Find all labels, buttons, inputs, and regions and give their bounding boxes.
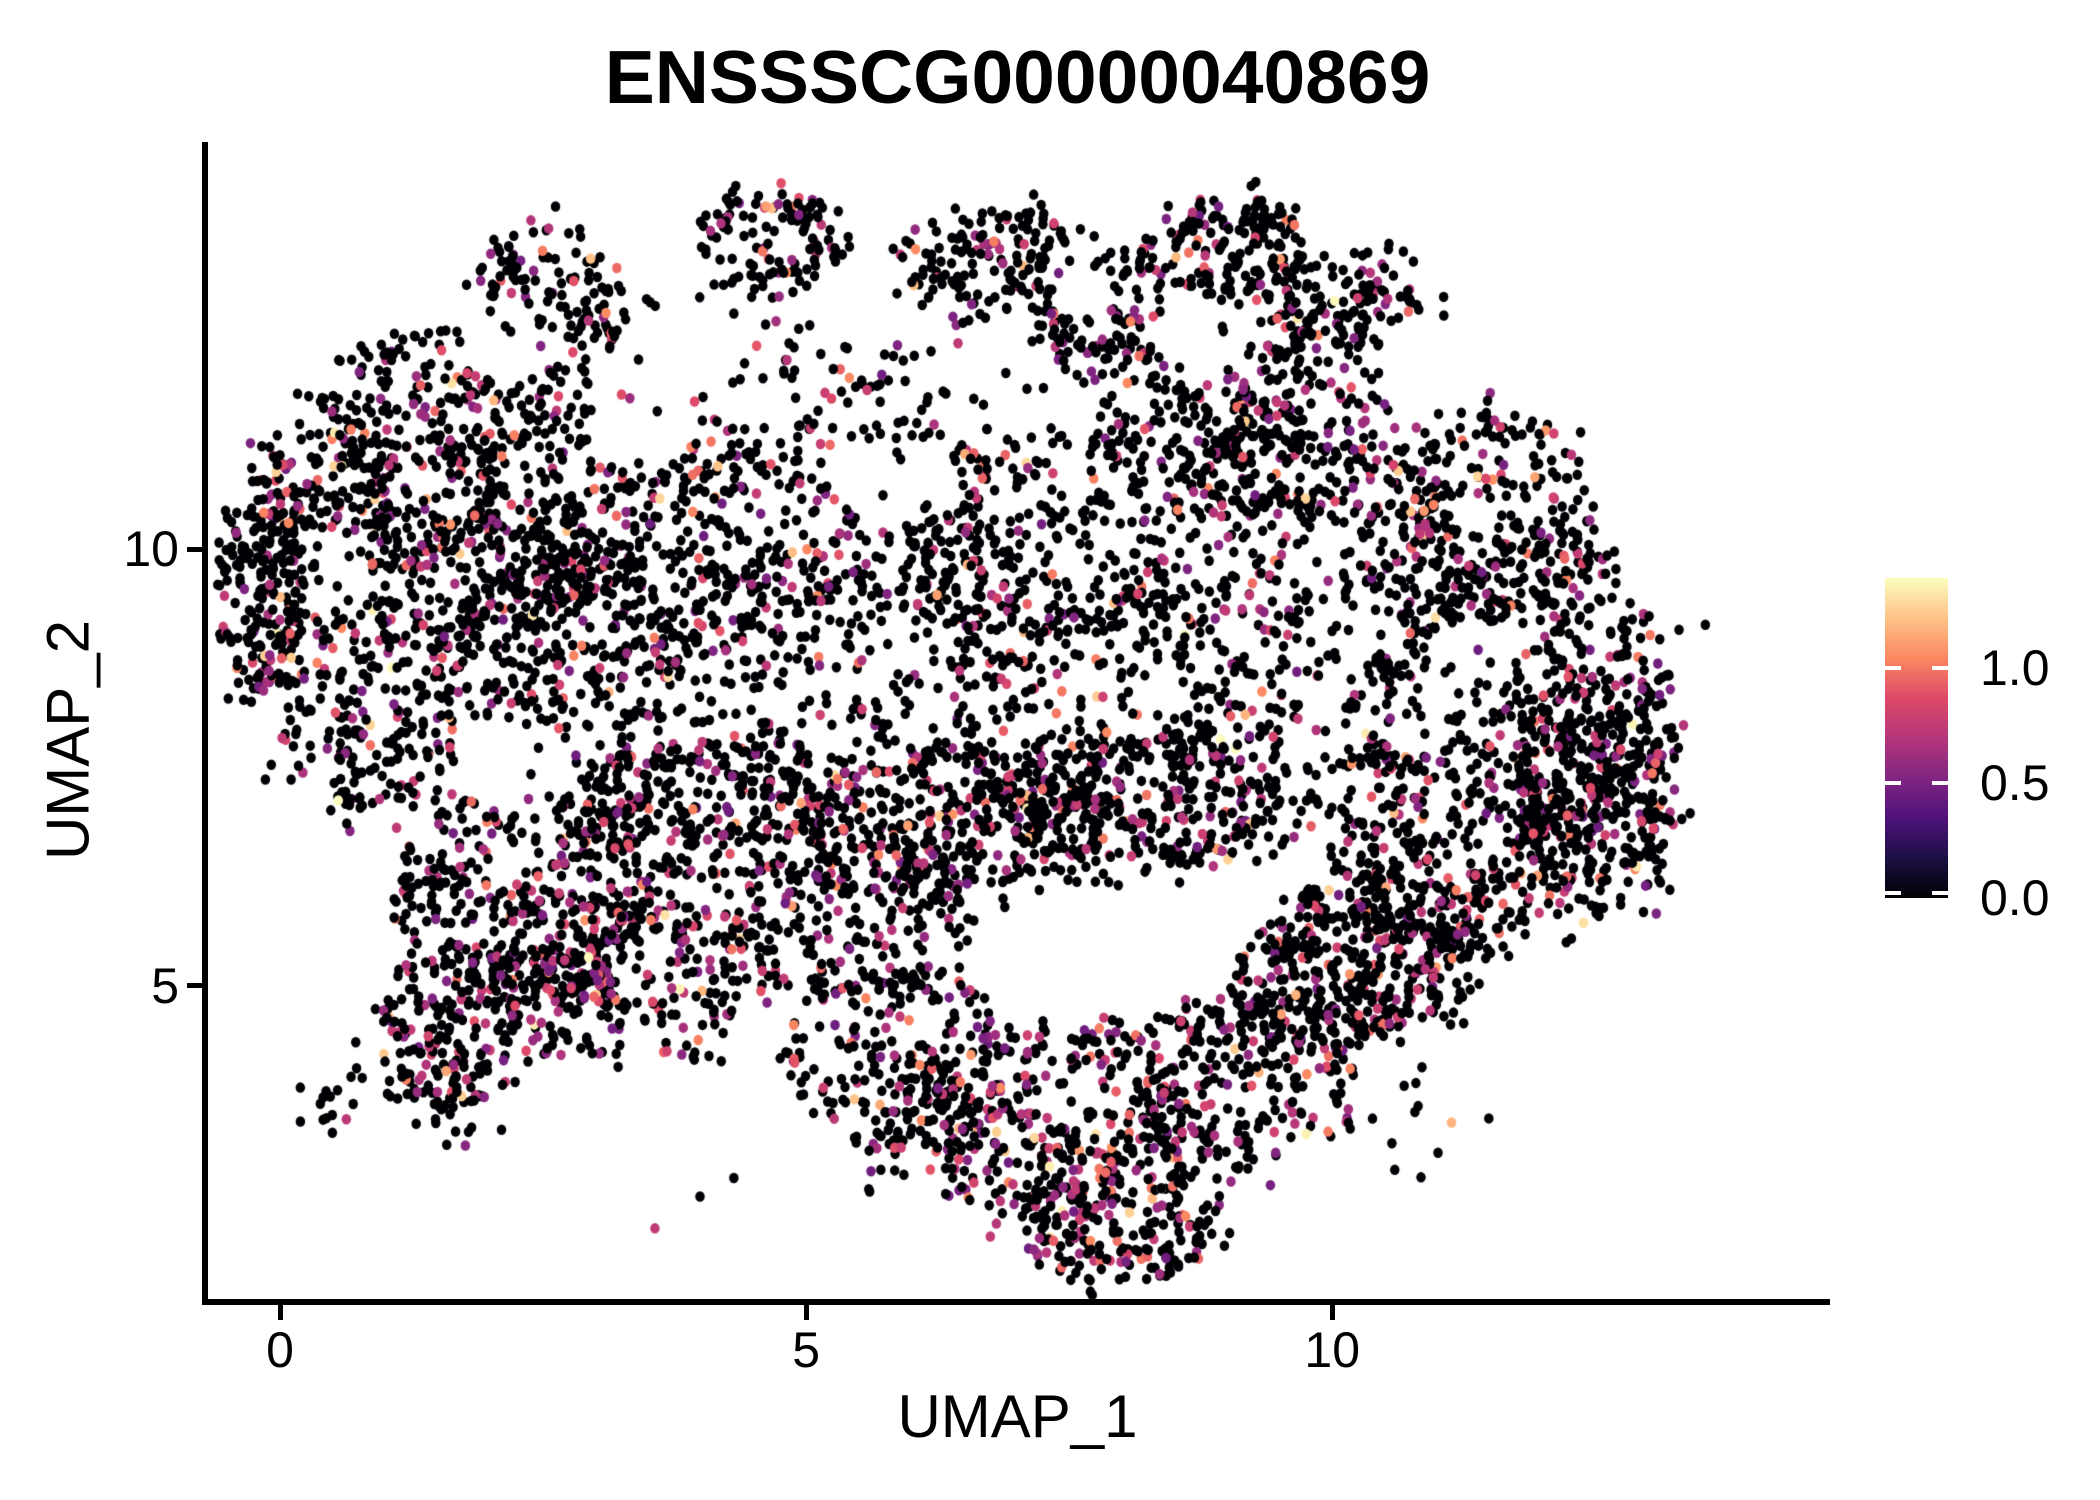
x-axis-line (202, 1299, 1830, 1305)
x-tick-mark (277, 1305, 283, 1320)
legend-tick-label: 0.5 (1980, 754, 2050, 811)
y-axis-line (202, 142, 208, 1305)
x-tick-mark (1329, 1305, 1335, 1320)
y-tick-label: 10 (123, 521, 179, 577)
legend-tick-mark (1932, 891, 1948, 895)
legend-colorbar (1885, 578, 1948, 898)
x-tick-label: 5 (792, 1322, 821, 1378)
x-axis-title: UMAP_1 (897, 1383, 1138, 1450)
x-tick-label: 10 (1304, 1322, 1361, 1378)
legend-tick-mark (1885, 780, 1901, 785)
x-tick-label: 0 (266, 1322, 294, 1378)
y-tick-label: 5 (151, 957, 179, 1014)
legend-tick-mark (1885, 665, 1901, 670)
legend-tick-mark (1932, 665, 1948, 670)
legend-tick-mark (1885, 891, 1901, 895)
y-tick-mark (187, 546, 202, 552)
legend-tick-label: 1.0 (1980, 639, 2050, 696)
legend-tick-mark (1932, 780, 1948, 785)
y-tick-mark (187, 983, 202, 989)
legend-tick-label: 0.0 (1980, 870, 2050, 926)
y-axis-title: UMAP_2 (34, 619, 102, 861)
plot-title: ENSSSCG00000040869 (604, 35, 1431, 119)
x-tick-mark (803, 1305, 809, 1320)
